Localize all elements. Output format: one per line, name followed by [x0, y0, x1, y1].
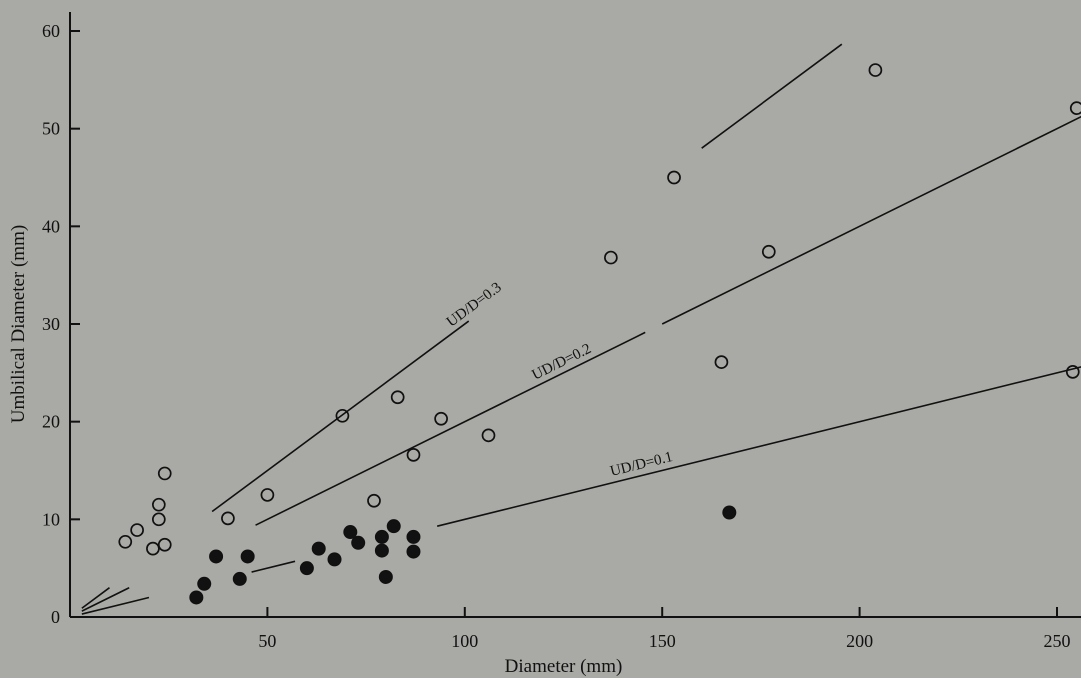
y-tick-label: 0	[51, 607, 60, 627]
x-axis-ticks: 50 100 150 200 250	[258, 607, 1071, 651]
open-data-point	[390, 390, 405, 405]
open-data-point	[714, 355, 729, 369]
open-data-point	[151, 512, 166, 527]
open-data-point	[604, 250, 618, 265]
reference-line-label: UD/D=0.3	[444, 280, 505, 331]
open-data-point	[157, 466, 172, 481]
open-data-point	[151, 497, 166, 512]
data-points	[118, 63, 1081, 605]
filled-data-point	[378, 569, 393, 584]
reference-line-segment	[81, 596, 150, 615]
reference-line-segment	[701, 43, 843, 149]
reference-line-segment	[255, 331, 646, 526]
x-tick-label: 200	[846, 631, 873, 651]
open-data-point	[335, 408, 350, 423]
filled-data-point	[406, 544, 421, 559]
open-data-point	[406, 448, 421, 462]
y-tick-label: 60	[42, 21, 60, 41]
filled-data-point	[386, 519, 401, 534]
filled-data-point	[232, 571, 247, 586]
open-data-point	[1065, 365, 1080, 379]
open-data-point	[481, 428, 496, 443]
y-tick-label: 10	[42, 509, 60, 529]
open-data-point	[434, 411, 448, 426]
filled-data-point	[209, 549, 224, 564]
y-axis-label: Umbilical Diameter (mm)	[8, 225, 29, 423]
reference-lines	[81, 43, 1081, 615]
reference-line-segment	[81, 586, 130, 612]
y-tick-label: 40	[42, 216, 60, 236]
reference-line-segment	[661, 115, 1081, 325]
reference-line-segment	[81, 587, 110, 609]
filled-data-point	[722, 505, 737, 520]
filled-data-point	[374, 529, 389, 544]
filled-data-point	[240, 549, 255, 564]
open-data-point	[1069, 101, 1081, 116]
y-tick-label: 50	[42, 119, 60, 139]
reference-line-segment	[436, 366, 1081, 527]
filled-data-point	[374, 543, 389, 558]
open-data-point	[118, 534, 133, 549]
filled-data-point	[406, 529, 421, 544]
y-tick-label: 20	[42, 412, 60, 432]
x-axis-label: Diameter (mm)	[505, 656, 623, 677]
open-data-point	[761, 244, 776, 259]
x-tick-label: 150	[649, 631, 676, 651]
open-data-point	[367, 493, 381, 508]
filled-data-point	[351, 535, 366, 550]
filled-data-point	[189, 590, 204, 605]
filled-data-point	[299, 561, 314, 576]
reference-line-segment	[251, 560, 296, 573]
axes	[69, 12, 1081, 618]
filled-data-point	[311, 541, 326, 556]
open-data-point	[146, 541, 160, 556]
open-data-point	[260, 488, 275, 502]
reference-line-segment	[211, 320, 470, 513]
y-tick-label: 30	[42, 314, 60, 334]
open-data-point	[221, 511, 235, 526]
x-tick-label: 100	[451, 631, 478, 651]
filled-data-point	[197, 576, 212, 591]
open-data-point	[130, 523, 144, 537]
y-axis-ticks: 0 10 20 30 40 50 60	[42, 21, 80, 627]
reference-line-labels: UD/D=0.3UD/D=0.2UD/D=0.1	[444, 280, 675, 480]
open-data-point	[667, 170, 681, 185]
filled-data-point	[343, 525, 358, 540]
x-tick-label: 250	[1044, 631, 1071, 651]
filled-data-point	[327, 552, 342, 567]
open-data-point	[868, 63, 883, 77]
x-tick-label: 50	[258, 631, 276, 651]
open-data-point	[157, 537, 172, 552]
